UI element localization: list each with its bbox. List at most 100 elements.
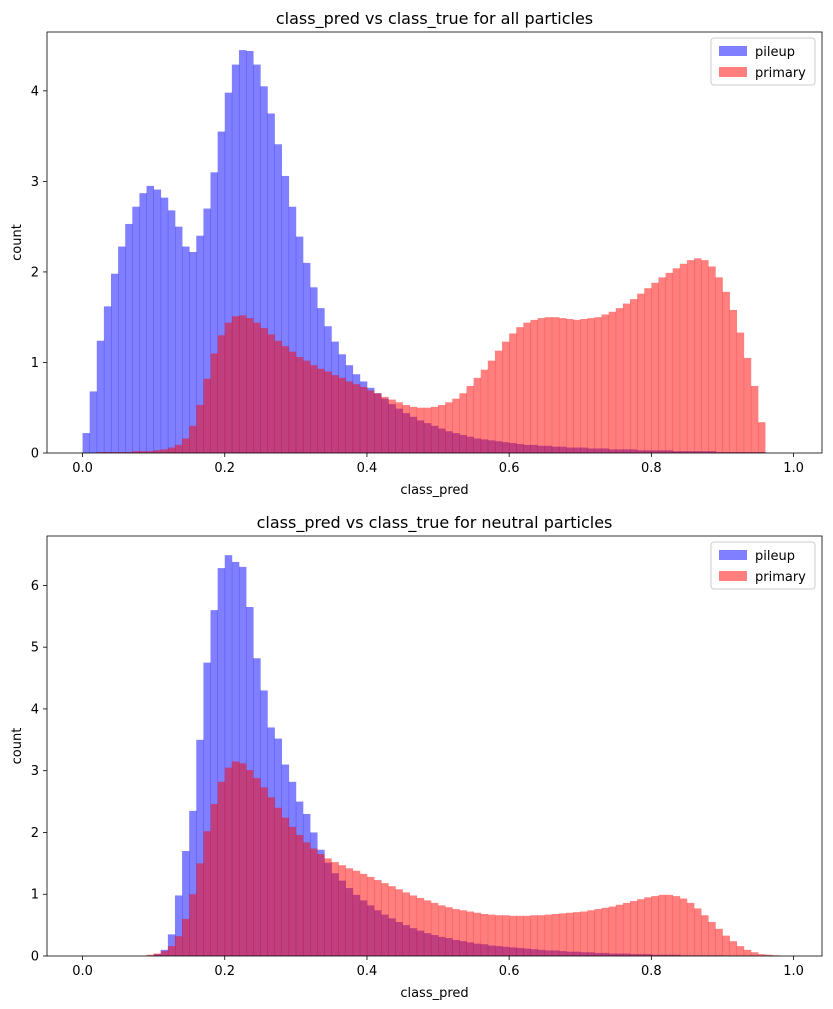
bar-primary — [587, 910, 595, 956]
bar-primary — [125, 452, 133, 453]
bar-primary — [622, 303, 631, 453]
bar-primary — [694, 258, 702, 453]
chart-title: class_pred vs class_true for all particl… — [276, 9, 593, 29]
bar-primary — [758, 954, 766, 956]
bar-primary — [637, 899, 645, 956]
bar-primary — [658, 894, 666, 956]
bar-primary — [765, 954, 773, 956]
x-axis-label: class_pred — [400, 986, 468, 1001]
bar-pileup — [224, 555, 233, 956]
bar-primary — [324, 371, 332, 453]
y-tick-label: 5 — [31, 641, 39, 656]
bar-primary — [324, 858, 332, 956]
bar-primary — [743, 949, 752, 956]
bar-primary — [672, 896, 681, 956]
bar-primary — [310, 365, 318, 453]
bar-primary — [537, 318, 546, 453]
bar-primary — [203, 378, 211, 453]
bar-primary — [608, 906, 617, 956]
bar-primary — [274, 340, 282, 453]
bar-pileup — [125, 223, 133, 453]
bar-pileup — [281, 175, 290, 453]
bar-primary — [644, 897, 652, 956]
legend-swatch-primary — [719, 67, 747, 77]
axes-frame — [46, 31, 823, 454]
bar-primary — [317, 854, 325, 956]
chart-2: 0.0 0.2 0.4 0.6 0.8 1.0 0 1 2 3 4 5 6 class_pred vs c… — [10, 513, 823, 1001]
x-tick-label: 0.2 — [214, 461, 235, 476]
bar-primary — [224, 767, 233, 956]
bar-primary — [452, 398, 460, 453]
bar-pileup — [182, 851, 190, 956]
bar-primary — [231, 316, 240, 453]
y-tick-label: 0 — [31, 447, 39, 462]
bar-primary — [445, 907, 453, 956]
bar-primary — [473, 912, 482, 956]
bar-pileup — [238, 566, 247, 956]
bar-primary — [423, 900, 432, 956]
bar-pileup — [167, 934, 176, 956]
bar-pileup — [146, 185, 154, 453]
bar-primary — [566, 319, 574, 453]
bar-primary — [103, 452, 112, 453]
bar-primary — [267, 797, 275, 956]
legend-label-pileup: pileup — [755, 45, 795, 60]
bar-primary — [466, 386, 474, 453]
bars-group — [146, 555, 780, 956]
bar-primary — [359, 873, 368, 956]
chart-title: class_pred vs class_true for neutral par… — [257, 513, 613, 533]
bar-primary — [281, 817, 290, 956]
bar-primary — [459, 393, 467, 453]
bar-primary — [445, 402, 453, 453]
bar-pileup — [160, 197, 169, 453]
legend-swatch-pileup — [719, 550, 747, 560]
bar-primary — [494, 915, 503, 956]
bar-primary — [480, 914, 489, 956]
bar-primary — [416, 407, 425, 453]
bar-primary — [203, 831, 211, 956]
bar-primary — [182, 918, 190, 956]
bar-pileup — [260, 86, 268, 453]
bar-primary — [566, 912, 574, 956]
bar-primary — [189, 425, 197, 453]
bar-primary — [594, 909, 602, 956]
legend: pileup primary — [710, 37, 816, 86]
bar-primary — [253, 778, 261, 956]
bar-primary — [729, 941, 738, 956]
bar-pileup — [89, 391, 98, 453]
y-tick-label: 0 — [31, 950, 39, 965]
x-tick-label: 0.6 — [499, 964, 520, 979]
y-tick-label: 4 — [31, 84, 39, 99]
bar-primary — [338, 865, 346, 956]
x-tick-label: 0.2 — [214, 964, 235, 979]
legend: pileup primary — [710, 541, 816, 590]
bar-pileup — [174, 895, 183, 956]
bar-primary — [153, 953, 162, 956]
bar-primary — [366, 876, 375, 956]
bar-pileup — [82, 433, 91, 453]
bar-primary — [736, 946, 745, 956]
y-tick-label: 1 — [31, 356, 39, 371]
bar-primary — [452, 909, 460, 956]
bar-pileup — [288, 206, 297, 453]
bar-primary — [708, 266, 716, 453]
bar-primary — [672, 268, 681, 453]
bar-pileup — [96, 340, 105, 453]
bar-primary — [530, 319, 538, 453]
bar-primary — [558, 318, 567, 453]
bar-primary — [409, 895, 418, 956]
y-tick-label: 3 — [31, 764, 39, 779]
bar-primary — [302, 842, 311, 956]
bar-primary — [409, 406, 418, 453]
bar-pileup — [231, 561, 240, 956]
bar-pileup — [103, 306, 112, 453]
y-tick-label: 2 — [31, 265, 39, 280]
bar-primary — [267, 334, 275, 453]
legend-label-primary: primary — [755, 66, 806, 81]
bar-primary — [118, 452, 126, 453]
bar-primary — [523, 322, 531, 453]
bar-pileup — [210, 172, 218, 453]
bar-primary — [246, 318, 254, 453]
bar-primary — [487, 360, 496, 453]
